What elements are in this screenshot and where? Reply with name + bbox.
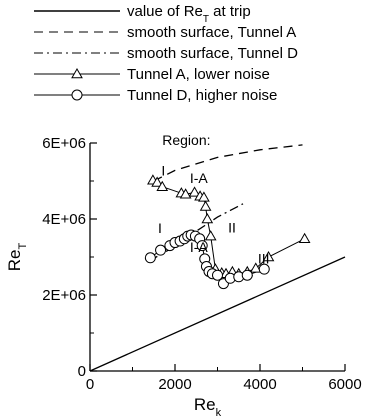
region-label: I-A (190, 170, 209, 186)
data-point-triangle (204, 230, 217, 241)
y-tick-label: 0 (78, 363, 86, 380)
data-point-triangle (198, 191, 210, 202)
axes: 0 2E+06 4E+06 6E+06 0 2000 4000 6000 Rek ReT (5, 135, 362, 418)
data-point-triangle (298, 232, 311, 244)
region-label: I (158, 220, 162, 236)
data-point-circle (144, 252, 156, 264)
data-point-triangle (151, 176, 164, 187)
legend-label-trip: value of ReT at trip (127, 3, 251, 25)
y-axis-title: ReT (5, 243, 29, 272)
data-point-circle (212, 269, 223, 281)
region-label: III (258, 250, 270, 266)
data-point-triangle (249, 262, 262, 273)
legend-entry-smoothA: smooth surface, Tunnel A (34, 24, 296, 41)
legend-entry-tunnelA: Tunnel A, lower noise (34, 66, 270, 83)
y-tick-label: 4E+06 (42, 211, 86, 228)
marker-layer (144, 174, 311, 290)
x-tick-label: 4000 (243, 376, 276, 393)
region-label: I-A (190, 239, 209, 255)
data-point-triangle (199, 200, 212, 211)
series-line-trip (89, 256, 346, 372)
x-axis-title: Rek (194, 395, 222, 418)
data-point-circle (258, 263, 270, 275)
legend-label-smoothD: smooth surface, Tunnel D (127, 45, 298, 62)
series-line-smoothA (153, 144, 303, 182)
legend-entry-tunnelD: Tunnel D, higher noise (34, 87, 277, 104)
series-layer (89, 144, 346, 372)
y-axis-title-group: ReT (5, 243, 29, 272)
data-point-circle (241, 269, 253, 281)
series-line-smoothD (149, 203, 244, 262)
region-label: I (161, 162, 165, 178)
x-tick-label: 0 (86, 376, 94, 393)
region-label: Region: (162, 132, 210, 148)
legend-label-tunnelD: Tunnel D, higher noise (127, 87, 277, 104)
region-label: II (228, 219, 236, 235)
legend-circle-marker (71, 89, 83, 101)
x-tick-label: 6000 (328, 376, 361, 393)
data-point-triangle (201, 212, 214, 224)
legend-label-smoothA: smooth surface, Tunnel A (127, 24, 296, 41)
data-point-triangle (179, 188, 192, 199)
legend-entry-trip: value of ReT at trip (34, 3, 251, 25)
x-tick-label: 2000 (158, 376, 191, 393)
data-point-triangle (188, 186, 201, 197)
legend-label-tunnelA: Tunnel A, lower noise (127, 66, 270, 83)
legend-triangle-marker (71, 67, 83, 79)
data-point-triangle (262, 250, 275, 262)
data-point-circle (196, 240, 208, 252)
legend-entry-smoothD: smooth surface, Tunnel D (34, 45, 298, 62)
y-tick-label: 6E+06 (42, 135, 86, 152)
y-tick-label: 2E+06 (42, 287, 86, 304)
data-point-circle (155, 244, 167, 256)
data-point-triangle (156, 180, 169, 191)
